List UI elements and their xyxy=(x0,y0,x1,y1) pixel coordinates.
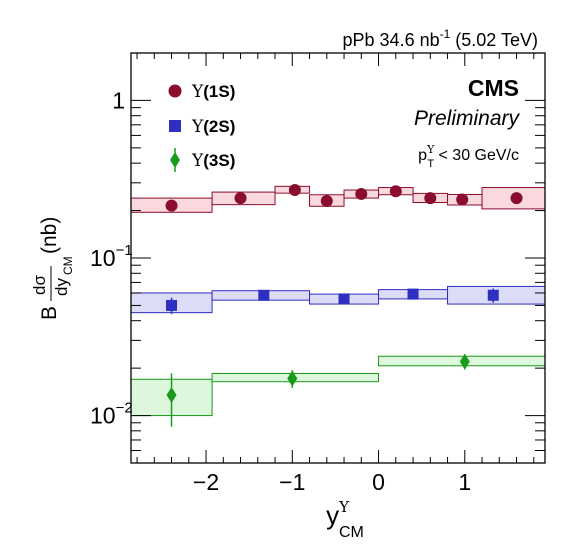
error-bars xyxy=(170,187,518,427)
data-point-3s xyxy=(287,370,298,387)
svg-text:(nb): (nb) xyxy=(38,217,61,254)
legend-marker-1s xyxy=(168,84,182,98)
data-point-3s xyxy=(459,353,470,370)
pt-cut-label: pΥ T < 30 GeV/c xyxy=(418,143,519,170)
data-markers xyxy=(165,184,523,404)
x-tick-label: −2 xyxy=(193,469,219,495)
data-point-1s xyxy=(234,192,247,205)
svg-text:dσ: dσ xyxy=(30,275,49,295)
svg-text:dy: dy xyxy=(52,278,71,296)
data-point-2s xyxy=(487,289,499,301)
legend-marker-3s xyxy=(170,152,180,168)
preliminary-label: Preliminary xyxy=(414,107,521,130)
x-tick-label: 0 xyxy=(372,469,385,495)
legend: Υ(1S) Υ(2S) Υ(3S) xyxy=(168,82,235,172)
y-tick-label: 10−2 xyxy=(90,400,133,429)
legend-label-1s: Υ(1S) xyxy=(191,82,235,102)
y-axis-title: B dσ dy CM (nb) xyxy=(30,217,75,320)
legend-label-3s: Υ(3S) xyxy=(191,151,235,171)
data-point-1s xyxy=(389,185,402,198)
data-point-1s xyxy=(165,199,178,212)
y-tick-label: 10−1 xyxy=(90,242,133,271)
data-point-1s xyxy=(355,187,368,200)
svg-text:B: B xyxy=(38,306,61,320)
data-point-1s xyxy=(288,184,301,197)
x-tick-label: −1 xyxy=(279,469,305,495)
x-tick-label: 1 xyxy=(458,469,471,495)
data-point-2s xyxy=(407,288,419,300)
data-point-1s xyxy=(510,192,523,205)
data-point-1s xyxy=(320,195,333,208)
axis-ticks xyxy=(131,52,545,464)
axis-tick-labels: −2 −1 0 1 1 10−1 10−2 xyxy=(90,87,471,495)
data-point-2s xyxy=(338,293,350,305)
legend-label-2s: Υ(2S) xyxy=(191,117,235,137)
data-point-1s xyxy=(424,192,437,205)
data-point-2s xyxy=(258,289,270,301)
x-axis-title: yΥ CM xyxy=(326,498,364,541)
data-point-3s xyxy=(166,387,177,404)
svg-text:CM: CM xyxy=(61,256,75,275)
legend-marker-2s xyxy=(169,120,181,132)
data-point-1s xyxy=(456,193,469,206)
cms-label: CMS xyxy=(468,75,519,101)
data-point-2s xyxy=(166,299,178,311)
y-tick-label: 1 xyxy=(112,87,125,113)
systematic-boxes xyxy=(130,185,546,417)
header-label: pPb 34.6 nb-1 (5.02 TeV) xyxy=(343,27,538,50)
